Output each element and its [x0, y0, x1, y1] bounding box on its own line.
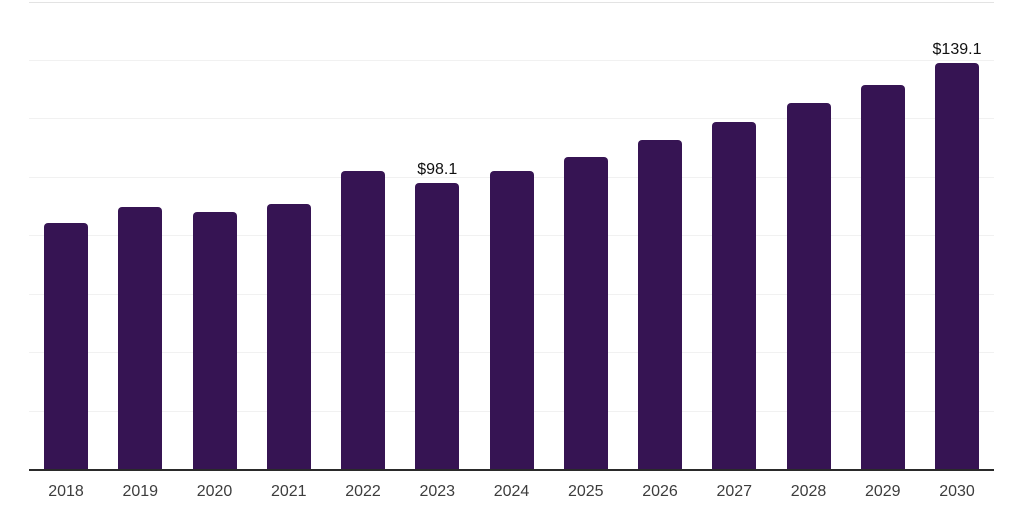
bar-2019[interactable]: [118, 206, 163, 470]
x-tick-label-2023: 2023: [415, 483, 459, 500]
x-tick-label-2024: 2024: [490, 483, 534, 500]
x-tick-text: 2023: [419, 483, 456, 500]
bar-2027[interactable]: [712, 121, 757, 470]
bar-value-label-2023: $98.1: [417, 161, 458, 179]
plot-area: $98.1 $139.1: [29, 2, 994, 471]
x-tick-label-2028: 2028: [787, 483, 831, 500]
bar-2022[interactable]: [341, 170, 385, 470]
bar-value-label-2030: $139.1: [932, 41, 982, 59]
bar-2024[interactable]: [489, 170, 534, 470]
bar-2029[interactable]: [860, 85, 905, 470]
bar-slot-2026: [638, 139, 682, 470]
x-tick-label-2029: 2029: [861, 483, 905, 500]
bar-slot-2030: $139.1: [933, 42, 981, 470]
bar-2025[interactable]: [563, 157, 608, 470]
bar-2021[interactable]: [266, 203, 311, 470]
x-tick-text: 2029: [864, 483, 901, 500]
bars-row: $98.1 $139.1: [44, 3, 981, 470]
x-axis-labels: 2018 2019 2020 2021 2022 2023 2024 2025 2026 2027…: [44, 483, 979, 500]
x-tick-label-2021: 2021: [267, 483, 311, 500]
x-tick-text: 2021: [270, 483, 307, 500]
x-tick-text: 2018: [48, 483, 84, 500]
bar-slot-2022: [341, 170, 385, 470]
x-tick-label-2026: 2026: [638, 483, 682, 500]
bar-slot-2023: $98.1: [415, 162, 460, 470]
bar-slot-2027: [712, 121, 757, 470]
x-tick-label-2030: 2030: [935, 483, 979, 500]
bar-slot-2021: [266, 203, 311, 470]
x-tick-text: 2020: [196, 483, 233, 500]
bar-slot-2024: [489, 170, 534, 470]
bar-2023[interactable]: [415, 183, 460, 470]
x-tick-text: 2025: [567, 483, 604, 500]
bar-2028[interactable]: [786, 102, 831, 470]
x-tick-label-2025: 2025: [564, 483, 608, 500]
x-tick-text: 2026: [642, 483, 678, 500]
x-tick-label-2020: 2020: [193, 483, 237, 500]
bar-slot-2025: [563, 157, 608, 470]
bar-slot-2020: [192, 212, 237, 470]
x-tick-text: 2030: [939, 483, 975, 500]
x-tick-text: 2022: [345, 483, 381, 500]
x-tick-text: 2027: [716, 483, 753, 500]
x-tick-label-2022: 2022: [341, 483, 385, 500]
bar-2018[interactable]: [44, 222, 88, 470]
bar-2030[interactable]: [935, 63, 979, 470]
x-tick-text: 2028: [790, 483, 827, 500]
bar-slot-2019: [118, 206, 163, 470]
x-tick-label-2018: 2018: [44, 483, 88, 500]
bar-2020[interactable]: [192, 212, 237, 470]
bar-slot-2029: [860, 85, 905, 470]
x-tick-label-2019: 2019: [118, 483, 162, 500]
bar-slot-2028: [786, 102, 831, 470]
x-tick-label-2027: 2027: [712, 483, 756, 500]
bar-slot-2018: [44, 222, 88, 470]
x-tick-text: 2019: [122, 483, 159, 500]
x-tick-text: 2024: [493, 483, 530, 500]
bar-2026[interactable]: [638, 139, 682, 470]
x-axis-line: [29, 469, 994, 471]
